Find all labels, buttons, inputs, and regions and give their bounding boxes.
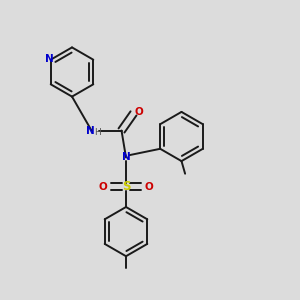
Text: S: S <box>122 180 130 193</box>
Text: N: N <box>85 125 94 136</box>
Text: O: O <box>144 182 153 192</box>
Text: O: O <box>99 182 108 192</box>
Text: N: N <box>45 54 54 64</box>
Text: O: O <box>134 107 143 117</box>
Text: H: H <box>94 128 101 137</box>
Text: N: N <box>122 152 130 162</box>
